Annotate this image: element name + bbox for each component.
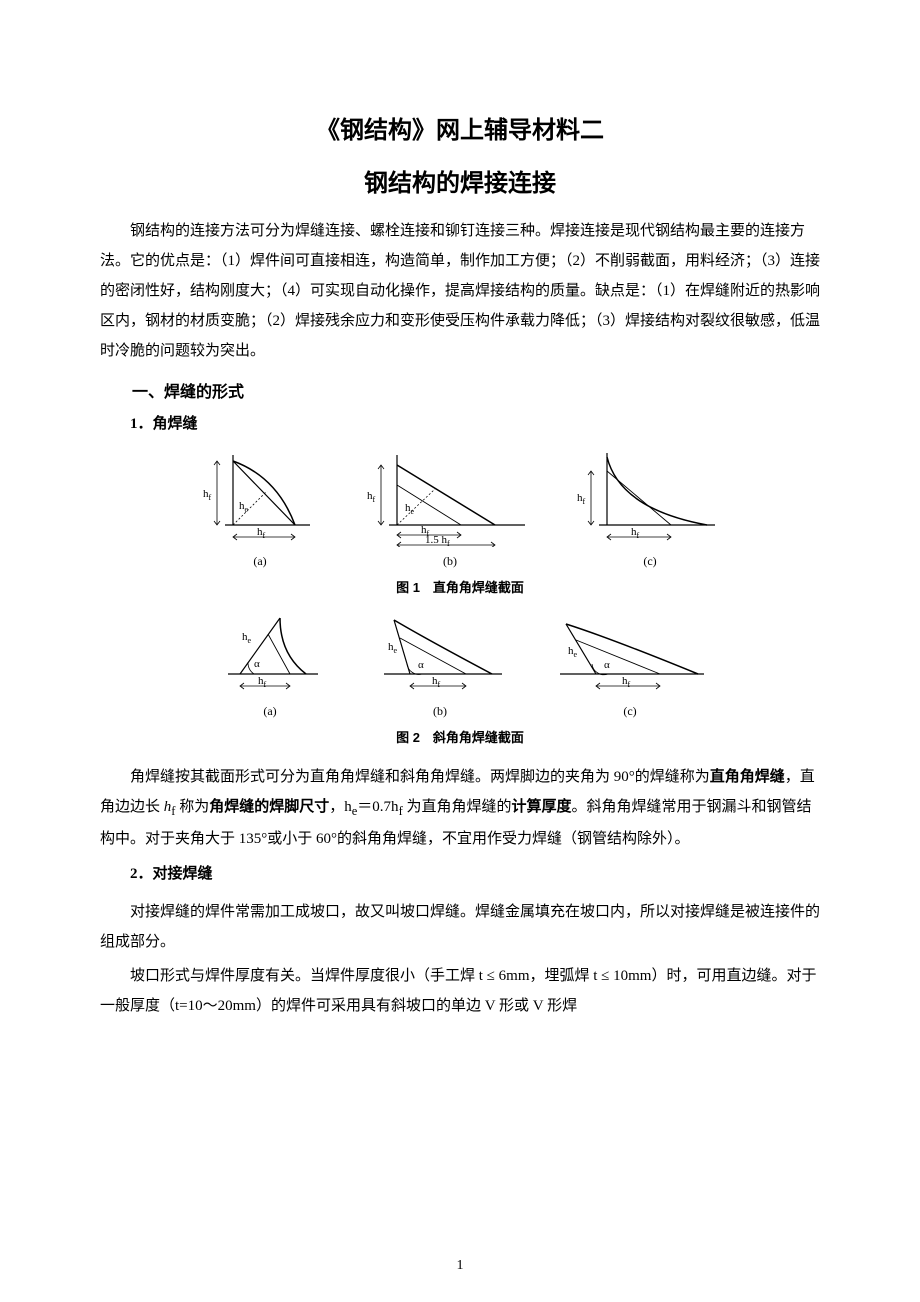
txt: 为直角角焊缝的: [403, 799, 512, 815]
doc-subtitle: 钢结构的焊接连接: [100, 163, 820, 198]
fig1a-svg: hf he hf: [195, 447, 325, 547]
svg-text:hf: hf: [367, 490, 376, 504]
page-number: 1: [0, 1258, 920, 1274]
fig1b-label: (b): [365, 554, 535, 569]
figure-2: α he hf (a): [100, 612, 820, 746]
fig2a-svg: α he hf: [210, 612, 330, 697]
page: 《钢结构》网上辅导材料二 钢结构的焊接连接 钢结构的连接方法可分为焊缝连接、螺栓…: [0, 0, 920, 1302]
fig1a-label: (a): [195, 554, 325, 569]
svg-text:he: he: [405, 502, 415, 516]
figure-2-caption: 图 2 斜角角焊缝截面: [100, 727, 820, 746]
figure-2a: α he hf (a): [210, 612, 330, 719]
txt: 称为: [175, 799, 209, 815]
figure-1c: hf hf (c): [575, 447, 725, 569]
fig2a-label: (a): [210, 704, 330, 719]
svg-text:α: α: [418, 659, 424, 671]
fig1c-label: (c): [575, 554, 725, 569]
txt: ＝0.7h: [357, 799, 398, 815]
figure-1-caption: 图 1 直角角焊缝截面: [100, 577, 820, 596]
fig2b-svg: α he hf: [370, 612, 510, 697]
butt-paragraph-2: 坡口形式与焊件厚度有关。当焊件厚度很小（手工焊 t ≤ 6mm，埋弧焊 t ≤ …: [100, 961, 820, 1021]
svg-text:hf: hf: [203, 488, 212, 502]
fillet-paragraph: 角焊缝按其截面形式可分为直角角焊缝和斜角角焊缝。两焊脚边的夹角为 90°的焊缝称…: [100, 762, 820, 854]
txt: ，h: [329, 799, 352, 815]
svg-text:he: he: [388, 641, 398, 655]
txt: 角焊缝按其截面形式可分为直角角焊缝和斜角角焊缝。两焊脚边的夹角为 90°的焊缝称…: [130, 769, 710, 785]
svg-text:hf: hf: [432, 675, 441, 689]
figure-1: hf he hf (a): [100, 447, 820, 596]
fig2b-label: (b): [370, 704, 510, 719]
fig2c-label: (c): [550, 704, 710, 719]
bold-term-2: 角焊缝的焊脚尺寸: [209, 799, 329, 815]
figure-1a: hf he hf (a): [195, 447, 325, 569]
fig1b-svg: hf he hf 1.5 hf: [365, 447, 535, 547]
svg-text:hf: hf: [258, 675, 267, 689]
bold-term-1: 直角角焊缝: [710, 769, 785, 785]
svg-text:1.5 hf: 1.5 hf: [425, 534, 450, 547]
svg-text:hf: hf: [631, 526, 640, 540]
bold-term-3: 计算厚度: [512, 799, 572, 815]
figure-1-row: hf he hf (a): [100, 447, 820, 569]
svg-text:hf: hf: [577, 492, 586, 506]
svg-text:hf: hf: [257, 526, 266, 540]
section-1-1-heading: 1．角焊缝: [130, 412, 820, 433]
svg-text:hf: hf: [622, 675, 631, 689]
section-1-2-heading: 2．对接焊缝: [130, 862, 820, 883]
svg-text:α: α: [604, 659, 610, 671]
figure-1b: hf he hf 1.5 hf (b): [365, 447, 535, 569]
intro-paragraph: 钢结构的连接方法可分为焊缝连接、螺栓连接和铆钉连接三种。焊接连接是现代钢结构最主…: [100, 216, 820, 366]
svg-text:he: he: [239, 500, 249, 514]
figure-2-row: α he hf (a): [100, 612, 820, 719]
svg-text:he: he: [568, 645, 578, 659]
doc-title: 《钢结构》网上辅导材料二: [100, 110, 820, 145]
figure-2c: α he hf (c): [550, 612, 710, 719]
svg-text:α: α: [254, 658, 260, 670]
fig2c-svg: α he hf: [550, 612, 710, 697]
fig1c-svg: hf hf: [575, 447, 725, 547]
figure-2b: α he hf (b): [370, 612, 510, 719]
section-1-heading: 一、焊缝的形式: [132, 378, 820, 402]
svg-text:he: he: [242, 631, 252, 645]
butt-paragraph-1: 对接焊缝的焊件常需加工成坡口，故又叫坡口焊缝。焊缝金属填充在坡口内，所以对接焊缝…: [100, 897, 820, 957]
